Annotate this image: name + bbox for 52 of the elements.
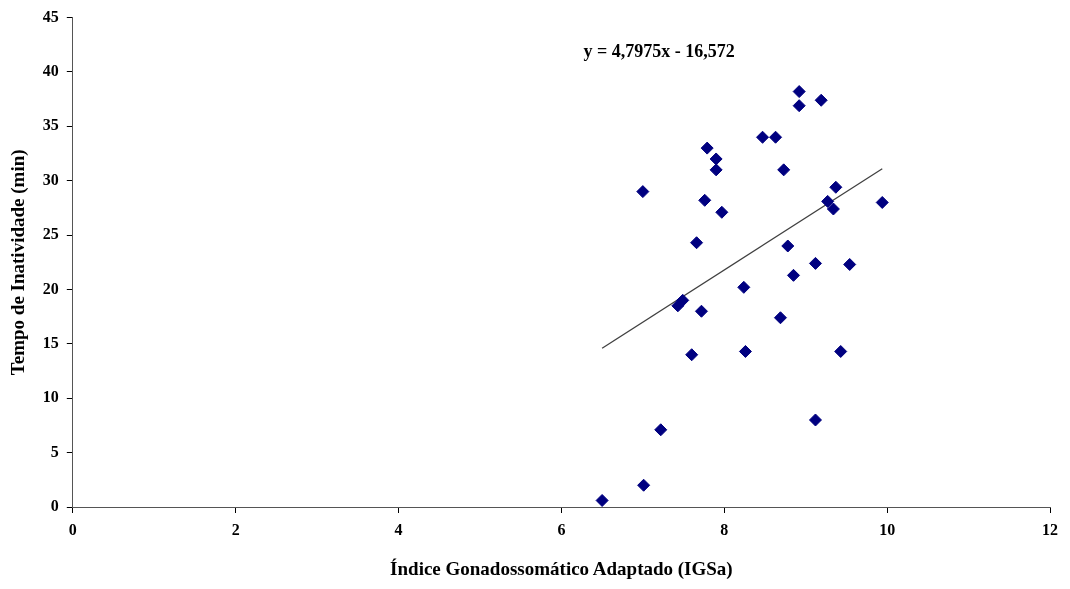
point [829, 180, 843, 194]
point [709, 152, 723, 166]
y-tick-label: 5 [50, 442, 59, 460]
point [637, 478, 651, 492]
point [808, 256, 822, 270]
point [676, 293, 690, 307]
y-tick-label: 45 [42, 7, 59, 25]
point [792, 85, 806, 99]
y-tick-label: 35 [42, 116, 59, 134]
point [756, 130, 770, 144]
x-tick-label: 10 [879, 520, 896, 538]
point [773, 311, 787, 325]
point [709, 163, 723, 177]
x-tick-label: 8 [720, 520, 729, 538]
point [685, 348, 699, 362]
point [636, 185, 650, 199]
point [737, 280, 751, 294]
point [700, 141, 714, 155]
y-tick-label: 20 [42, 279, 59, 297]
y-tick-label: 40 [42, 62, 59, 80]
point [769, 130, 783, 144]
annotation: y = 4,7975x - 16,572 [583, 41, 735, 62]
point [826, 202, 840, 216]
x-tick-label: 12 [1042, 520, 1058, 538]
y-tick-label: 15 [42, 334, 59, 352]
point [698, 193, 712, 207]
y-tick-label: 30 [42, 170, 59, 188]
point [814, 93, 828, 107]
point [694, 304, 708, 318]
x-tick-label: 6 [557, 520, 566, 538]
point [781, 239, 795, 253]
point [595, 493, 609, 507]
point [834, 344, 848, 358]
x-tick-label: 2 [231, 520, 240, 538]
point [875, 195, 889, 209]
point [690, 236, 704, 250]
point [738, 344, 752, 358]
x-tick-label: 0 [68, 520, 77, 538]
y-axis-title: Tempo de Inatividade (min) [7, 149, 30, 376]
x-axis-title: Índice Gonadossomático Adaptado (IGSa) [390, 557, 733, 580]
point [777, 163, 791, 177]
point [654, 423, 668, 437]
point [821, 194, 835, 208]
x-tick-label: 4 [394, 520, 403, 538]
point [792, 99, 806, 113]
y-tick-label: 10 [42, 388, 59, 406]
point [786, 268, 800, 282]
y-tick-label: 0 [50, 497, 59, 515]
point [808, 413, 822, 427]
point [843, 257, 857, 271]
point [715, 205, 729, 219]
y-tick-label: 25 [42, 225, 59, 243]
